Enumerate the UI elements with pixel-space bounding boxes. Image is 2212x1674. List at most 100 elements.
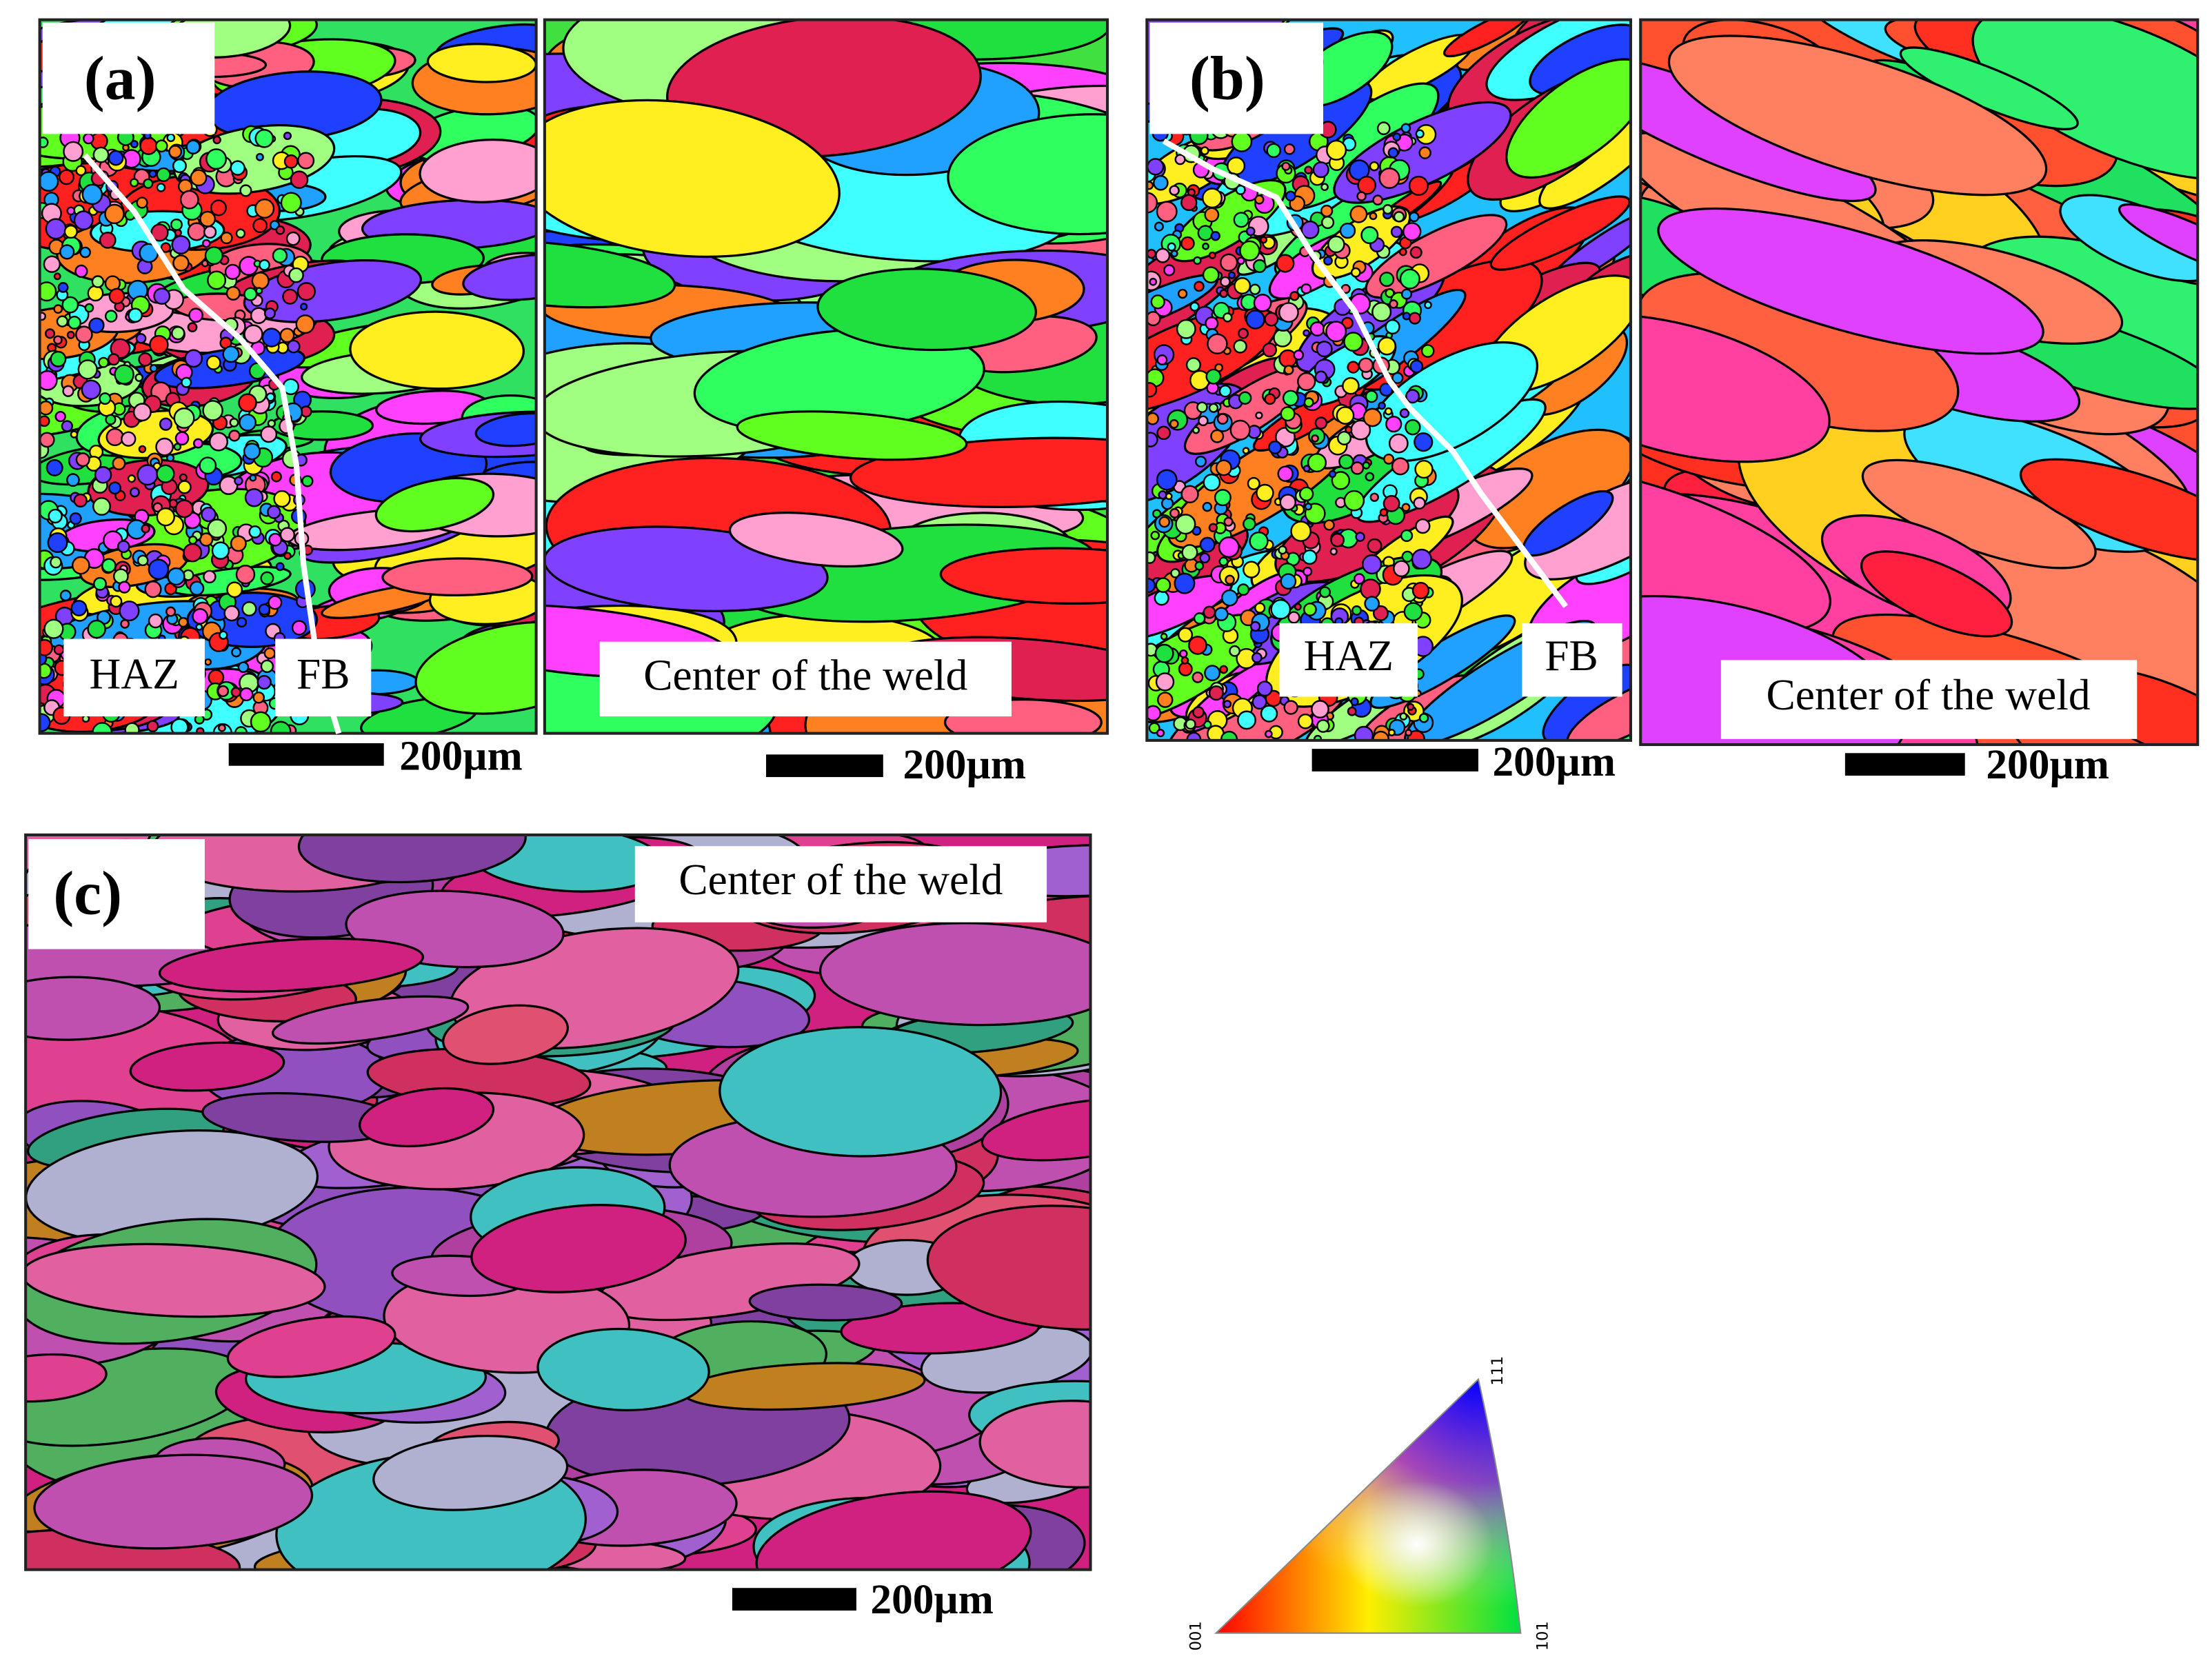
- small-grain: [1293, 350, 1305, 361]
- small-grain: [283, 154, 299, 169]
- ebsd-map: [26, 834, 1091, 1570]
- small-grain: [1192, 671, 1204, 683]
- small-grain: [1147, 551, 1156, 564]
- grain: [129, 1041, 285, 1092]
- small-grain: [248, 525, 262, 538]
- grain: [462, 253, 536, 301]
- small-grain: [282, 288, 299, 305]
- label-box: [1149, 22, 1324, 134]
- small-grain: [149, 334, 169, 355]
- small-grain: [210, 199, 227, 216]
- small-grain: [1302, 549, 1318, 565]
- small-grain: [1203, 473, 1221, 492]
- small-grain: [156, 507, 175, 527]
- small-grain: [1169, 418, 1179, 429]
- label-box: [1522, 623, 1622, 697]
- small-grain: [1424, 301, 1432, 310]
- small-grain: [1149, 277, 1158, 286]
- small-grain: [121, 431, 137, 447]
- small-grain: [56, 315, 69, 327]
- small-grain: [1156, 729, 1165, 738]
- small-grain: [1411, 548, 1432, 570]
- small-grain: [1290, 521, 1311, 542]
- small-grain: [39, 171, 59, 192]
- small-grain: [1197, 225, 1214, 241]
- small-grain: [1192, 706, 1205, 718]
- small-grain: [134, 373, 143, 382]
- small-grain: [1238, 391, 1252, 405]
- small-grain: [273, 490, 291, 508]
- grain: [748, 1283, 903, 1322]
- small-grain: [202, 400, 223, 421]
- small-grain: [87, 619, 106, 639]
- label-box: [42, 22, 215, 134]
- small-grain: [283, 131, 292, 141]
- small-grain: [74, 264, 88, 279]
- small-grain: [1383, 453, 1395, 465]
- small-grain: [1285, 190, 1296, 202]
- small-grain: [1229, 645, 1240, 657]
- small-grain: [1319, 586, 1331, 598]
- small-grain: [66, 330, 75, 339]
- small-grain: [1223, 312, 1233, 323]
- small-grain: [1169, 507, 1180, 518]
- small-grain: [1349, 205, 1368, 223]
- small-grain: [184, 349, 203, 368]
- grain: [536, 1327, 710, 1412]
- small-grain: [1356, 191, 1367, 201]
- small-grain: [1251, 652, 1263, 663]
- small-grain: [81, 379, 101, 400]
- small-grain: [39, 281, 57, 302]
- small-grain: [1220, 276, 1231, 288]
- small-grain: [1199, 536, 1216, 553]
- small-grain: [249, 474, 257, 482]
- small-grain: [1372, 194, 1383, 205]
- small-grain: [230, 535, 247, 552]
- small-grain: [1379, 382, 1394, 397]
- small-grain: [1393, 560, 1410, 578]
- small-grain: [203, 225, 217, 239]
- small-grain: [230, 160, 245, 176]
- small-grain: [1355, 532, 1365, 542]
- small-grain: [1175, 514, 1196, 535]
- small-grain: [228, 430, 241, 442]
- small-grain: [79, 246, 91, 259]
- small-grain: [267, 419, 276, 428]
- small-grain: [1303, 603, 1317, 616]
- small-grain: [192, 438, 203, 449]
- grain: [1860, 550, 2013, 638]
- small-grain: [224, 263, 241, 280]
- small-grain: [239, 184, 252, 197]
- small-grain: [1150, 294, 1165, 310]
- overlays: (a) (b) (c) HAZ FB Center of the weld HAZ FB Cen…: [28, 22, 2138, 1651]
- small-grain: [1323, 256, 1333, 266]
- small-grain: [1177, 627, 1194, 643]
- small-grain: [1180, 236, 1195, 251]
- small-grain: [173, 407, 195, 429]
- small-grain: [73, 210, 94, 231]
- scale-bar-label: 200µm: [870, 1576, 994, 1623]
- small-grain: [1379, 272, 1395, 288]
- small-grain: [295, 314, 315, 334]
- scale-bar: [732, 1588, 856, 1611]
- ipf-corner-label: 001: [1187, 1621, 1205, 1651]
- label-box: [599, 641, 1012, 717]
- annotation: FB: [1545, 631, 1598, 680]
- small-grain: [1387, 147, 1399, 159]
- small-grain: [208, 432, 229, 452]
- small-grain: [1415, 129, 1425, 139]
- grain: [1667, 34, 2048, 196]
- small-grain: [1234, 277, 1251, 295]
- small-grain: [1403, 602, 1423, 622]
- small-grain: [165, 454, 175, 463]
- small-grain: [53, 335, 63, 345]
- small-grain: [114, 364, 134, 385]
- small-grain: [1210, 231, 1220, 241]
- small-grain: [1382, 203, 1394, 215]
- small-grain: [1330, 532, 1345, 547]
- grain: [374, 476, 495, 533]
- grain: [1489, 195, 1631, 271]
- small-grain: [43, 618, 64, 639]
- small-grain: [1331, 471, 1351, 490]
